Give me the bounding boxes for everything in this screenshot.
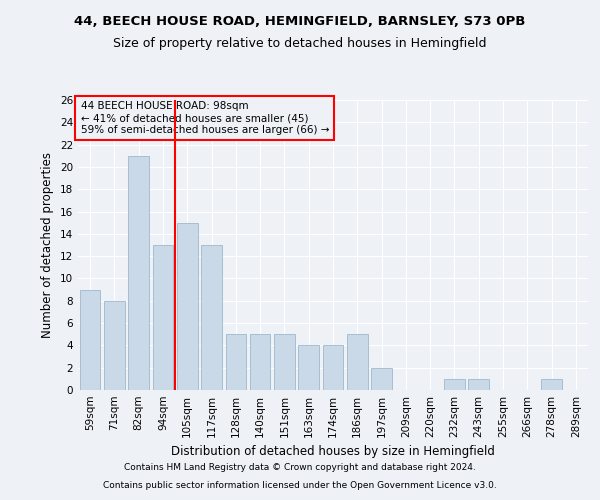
Text: 44 BEECH HOUSE ROAD: 98sqm
← 41% of detached houses are smaller (45)
59% of semi: 44 BEECH HOUSE ROAD: 98sqm ← 41% of deta… — [80, 102, 329, 134]
Text: Contains public sector information licensed under the Open Government Licence v3: Contains public sector information licen… — [103, 481, 497, 490]
Bar — [274, 334, 295, 390]
Bar — [128, 156, 149, 390]
Bar — [152, 245, 173, 390]
Text: 44, BEECH HOUSE ROAD, HEMINGFIELD, BARNSLEY, S73 0PB: 44, BEECH HOUSE ROAD, HEMINGFIELD, BARNS… — [74, 15, 526, 28]
Bar — [104, 301, 125, 390]
Text: Size of property relative to detached houses in Hemingfield: Size of property relative to detached ho… — [113, 38, 487, 51]
Bar — [250, 334, 271, 390]
Bar — [347, 334, 368, 390]
Bar — [80, 290, 100, 390]
Bar — [323, 346, 343, 390]
Text: Contains HM Land Registry data © Crown copyright and database right 2024.: Contains HM Land Registry data © Crown c… — [124, 464, 476, 472]
Y-axis label: Number of detached properties: Number of detached properties — [41, 152, 55, 338]
Bar — [201, 245, 222, 390]
Bar — [444, 379, 465, 390]
Bar — [541, 379, 562, 390]
Bar — [298, 346, 319, 390]
X-axis label: Distribution of detached houses by size in Hemingfield: Distribution of detached houses by size … — [171, 446, 495, 458]
Bar — [371, 368, 392, 390]
Bar — [226, 334, 246, 390]
Bar — [469, 379, 489, 390]
Bar — [177, 222, 197, 390]
